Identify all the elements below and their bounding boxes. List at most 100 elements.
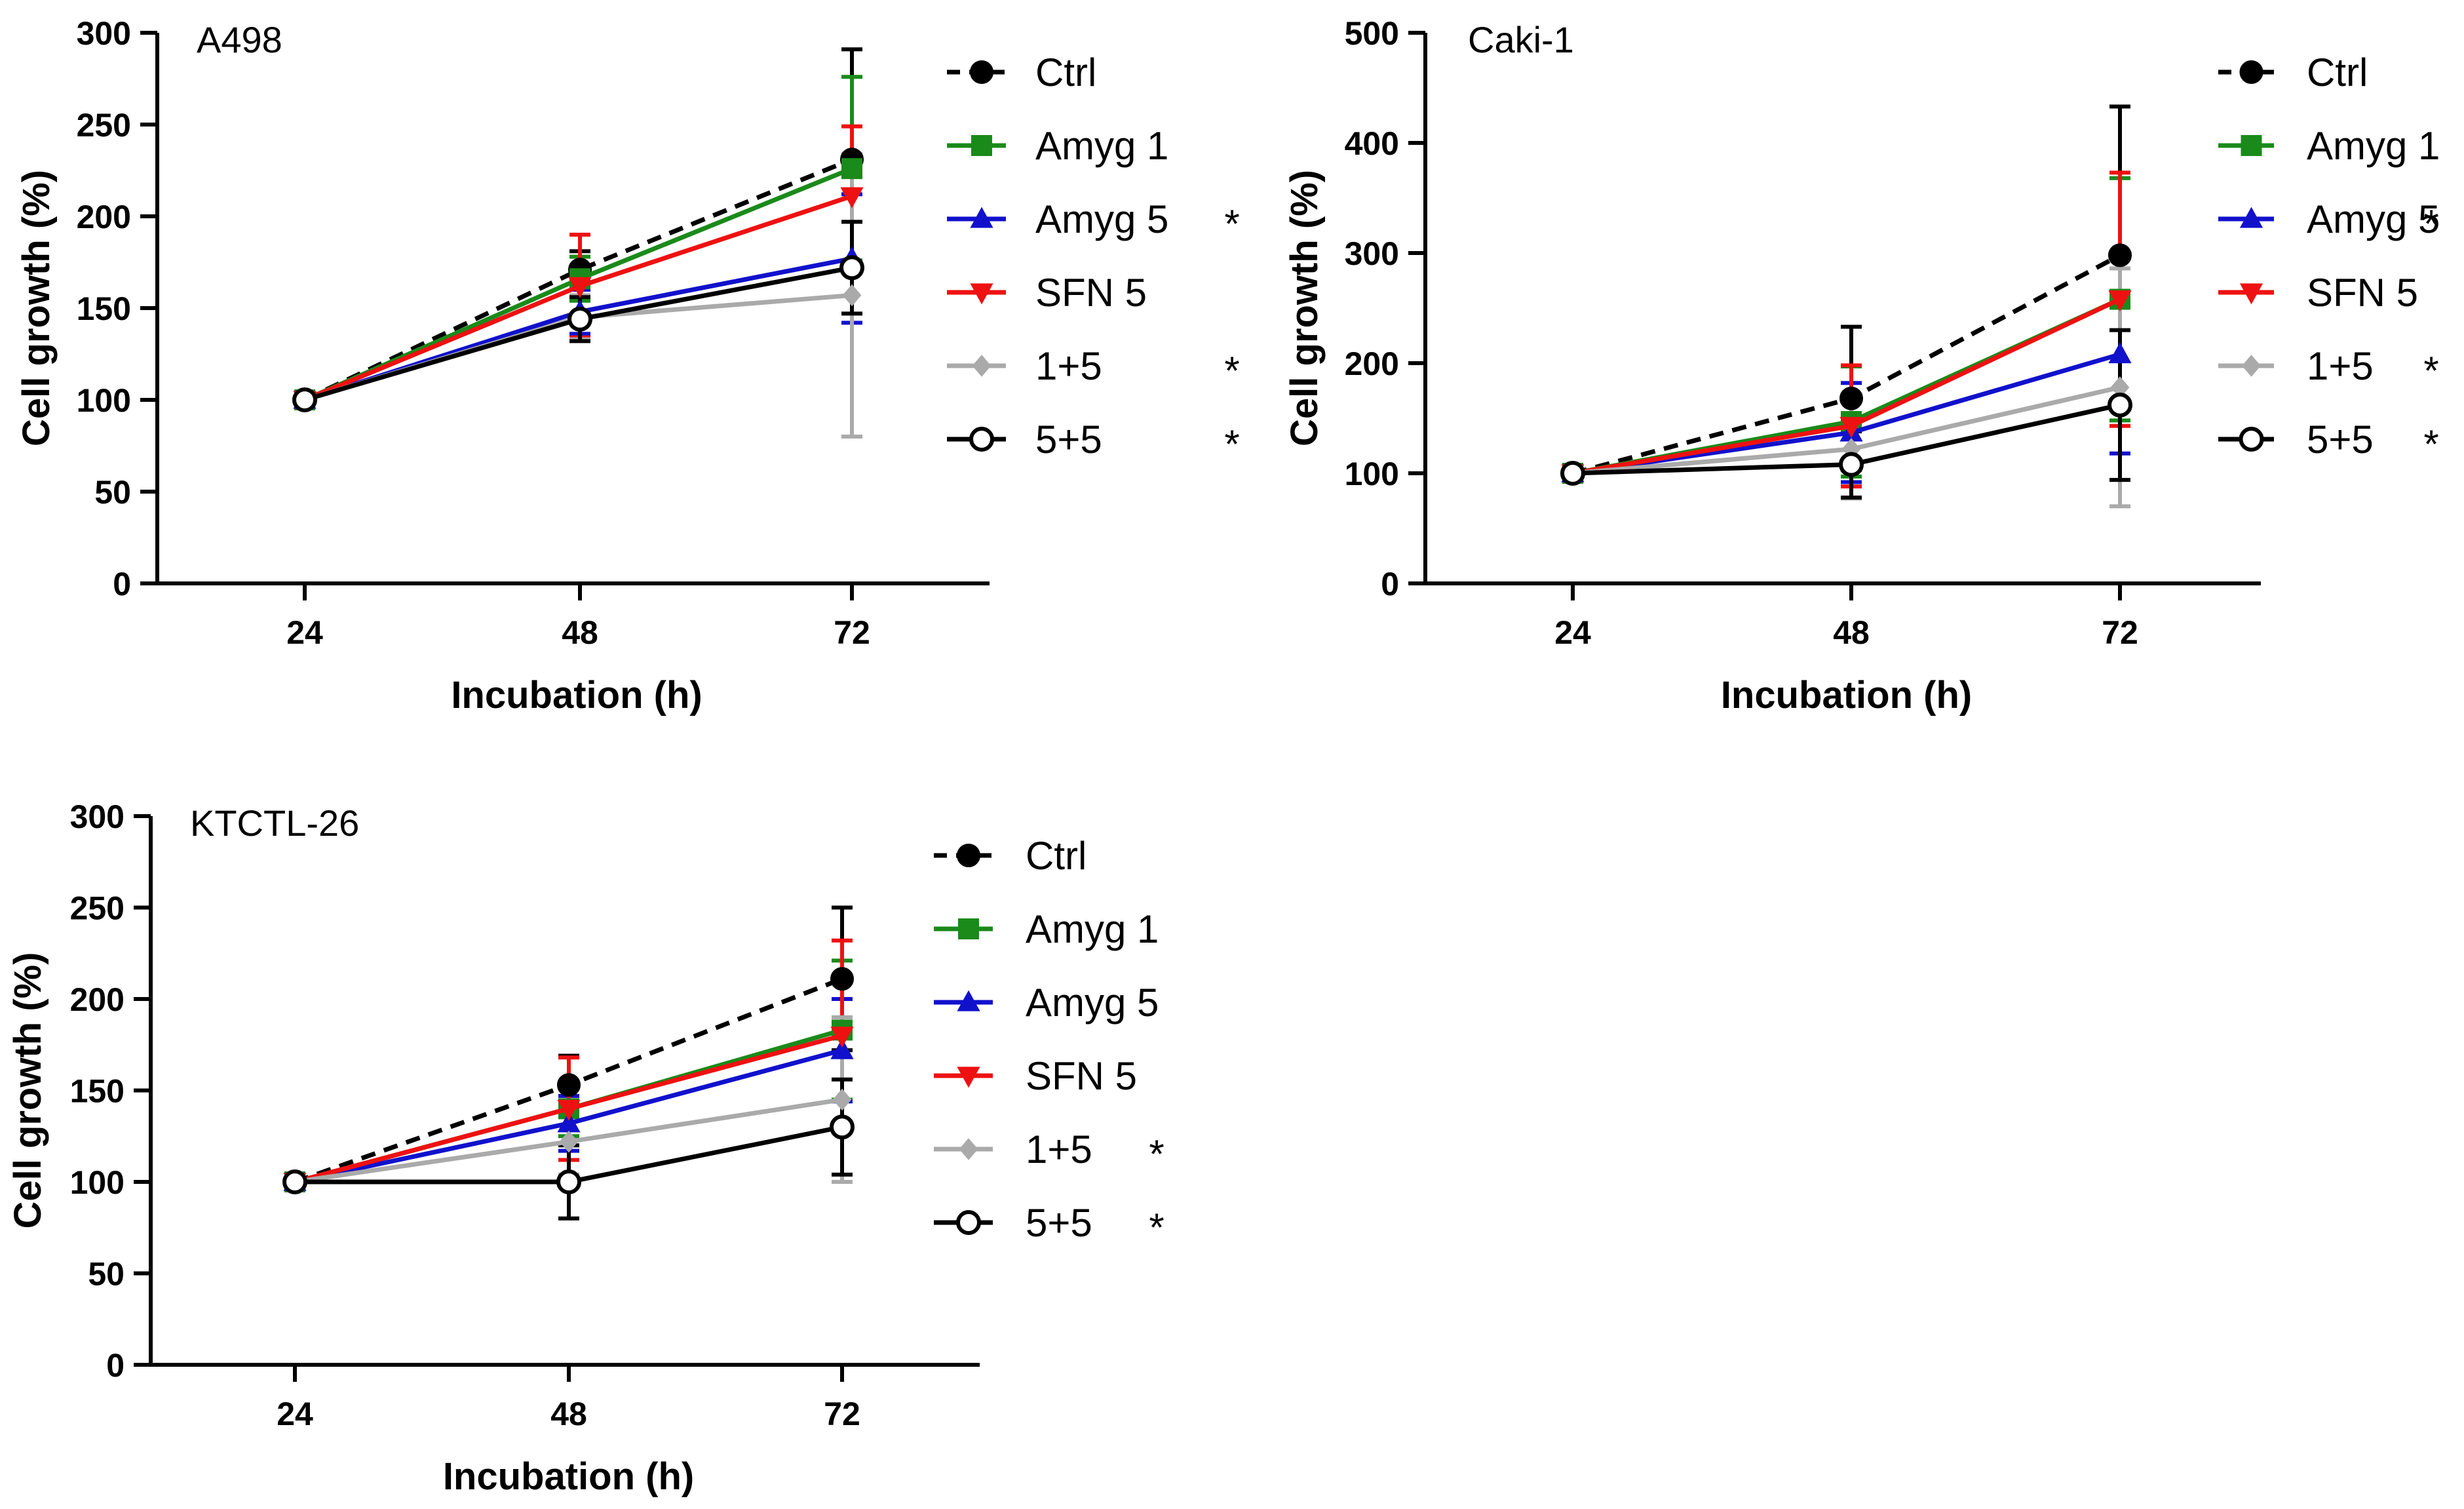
y-tick-label: 150 [77,290,131,327]
panel-title: KTCTL-26 [190,802,359,844]
legend-label: Amyg 1 [2307,124,2440,168]
legend-marker [956,1210,981,1235]
legend-item: Amyg 1 [2218,124,2440,168]
x-tick-label: 24 [277,1396,313,1432]
legend-item: SFN 5 [934,1054,1137,1098]
x-tick-label: 72 [834,614,870,651]
legend-marker [957,844,980,867]
data-point [559,1130,579,1153]
y-axis-label: Cell growth (%) [1283,170,1326,446]
data-point [830,1114,855,1140]
legend-label: Ctrl [1035,50,1096,94]
y-tick-label: 300 [70,798,125,835]
panel-title: A498 [197,19,282,60]
y-tick-label: 0 [113,566,131,602]
legend-item: 5+5 * [934,1201,1165,1249]
data-point [556,1169,581,1194]
legend-item: 5+5 * [947,418,1240,466]
legend-label: Amyg 5 [2307,197,2440,241]
y-tick-label: 0 [1381,566,1399,602]
y-tick-label: 100 [1345,456,1399,492]
legend-item: 1+5 * [2218,344,2439,393]
data-point [557,1111,581,1133]
legend-marker [2239,206,2263,228]
legend-item: SFN 5 [2218,271,2418,315]
data-point [841,158,862,180]
x-axis-label: Incubation (h) [443,1455,694,1498]
legend-marker [2239,283,2263,305]
y-tick-label: 250 [77,107,131,144]
x-tick-label: 48 [1833,614,1870,651]
legend-label: SFN 5 [1035,271,1147,315]
y-tick-label: 300 [1345,235,1399,272]
legend-marker [972,355,991,377]
legend-item: 5+5 * [2218,418,2439,466]
significance-marker: * [1224,349,1239,393]
significance-marker: * [1149,1132,1164,1176]
y-tick-label: 200 [1345,345,1399,382]
x-axis-label: Incubation (h) [1721,674,1972,716]
legend-item: 1+5 * [934,1127,1165,1176]
y-tick-label: 0 [106,1347,125,1384]
data-point [840,187,864,208]
legend-item: Ctrl [2218,50,2368,94]
chart-panel-1: 0 50 100 150 200 250 300 24 48 72 Incubation (h) Ce… [15,15,1240,716]
significance-marker: * [1224,422,1239,466]
y-tick-label: 200 [77,199,131,235]
x-tick-label: 48 [562,614,598,651]
data-point [1839,452,1864,477]
data-point [2108,392,2132,418]
data-point [1839,386,1863,410]
data-point [557,1073,581,1097]
legend-label: 1+5 [1026,1127,1092,1171]
significance-marker: * [2423,349,2438,393]
legend-label: 5+5 [1026,1201,1092,1245]
data-point [830,967,854,991]
legend-marker [958,918,979,939]
chart-panel-3: 0 50 100 150 200 250 300 24 48 72 Incubation (h) Ce… [7,798,1165,1498]
x-tick-label: 48 [550,1396,587,1432]
legend-label: Ctrl [2307,50,2368,94]
legend-marker [970,283,993,305]
legend-marker [2239,427,2264,452]
legend-item: Amyg 5* [2218,197,2440,246]
legend-marker [971,135,992,156]
data-point [832,1088,852,1111]
legend-marker [2239,60,2263,84]
series-5-5 [1560,392,2132,486]
data-point [2110,376,2130,399]
significance-marker: * [1224,202,1239,246]
y-axis-label: Cell growth (%) [15,170,58,446]
series-5-5 [282,1114,855,1194]
x-tick-label: 24 [1554,614,1591,651]
x-tick-label: 24 [286,614,323,651]
legend-item: Amyg 5 [934,981,1159,1025]
significance-marker: * [1149,1205,1164,1249]
data-point [568,306,592,332]
series-5-5 [292,255,864,412]
data-point [839,255,864,281]
panel-title: Caki-1 [1468,19,1574,60]
y-tick-label: 400 [1345,125,1399,162]
legend: Ctrl Amyg 1 Amyg 5 * SFN 5 1+5 * 5+5 * [947,50,1240,466]
data-point [2108,243,2132,267]
x-axis-label: Incubation (h) [451,674,702,716]
legend: Ctrl Amyg 1 Amyg 5 SFN 5 1+5 * 5+5 * [934,834,1165,1249]
legend-marker [970,206,993,228]
legend-marker [2242,355,2261,377]
x-tick-label: 72 [824,1396,860,1432]
legend-marker [957,1067,980,1088]
legend-label: 5+5 [2307,418,2374,461]
data-point [1839,417,1863,439]
legend-marker [959,1138,978,1160]
data-point [2108,290,2132,311]
y-tick-label: 50 [88,1256,125,1293]
significance-marker: * [2423,202,2438,246]
y-tick-label: 50 [94,474,131,511]
legend-marker [970,60,993,84]
significance-marker: * [2423,422,2438,466]
data-point [568,277,592,298]
data-point [282,1169,307,1194]
y-tick-label: 250 [70,890,125,927]
legend-label: Amyg 5 [1035,197,1168,241]
